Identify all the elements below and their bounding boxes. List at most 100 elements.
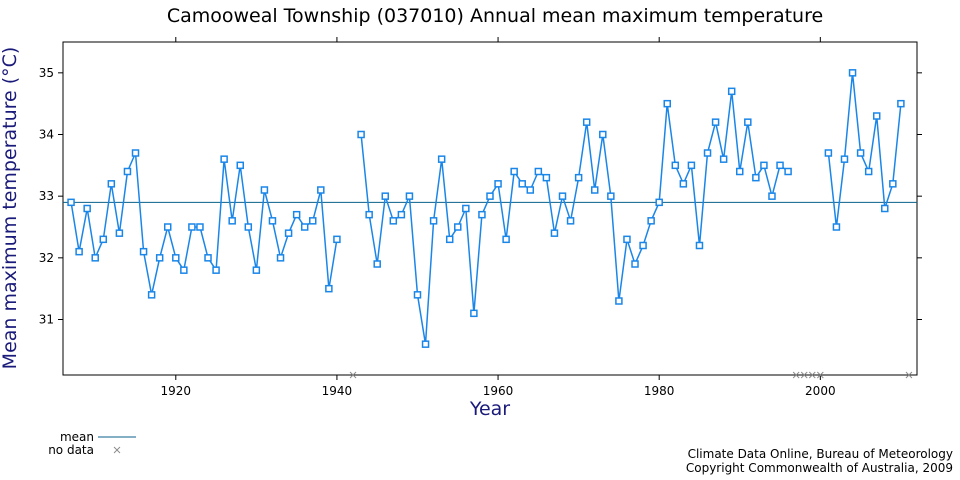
data-point: [454, 223, 462, 231]
data-point: [220, 155, 228, 163]
data-point: [155, 254, 164, 262]
data-point: [268, 217, 277, 225]
data-point: [784, 167, 792, 176]
series-layer: [67, 69, 905, 348]
data-point: [687, 161, 696, 170]
chart-title: Camooweal Township (037010) Annual mean …: [167, 5, 823, 27]
data-point: [897, 99, 905, 108]
data-point: [212, 266, 220, 274]
data-point: [123, 167, 132, 176]
data-point: [639, 241, 647, 250]
y-tick-label: 35: [39, 66, 54, 80]
data-point: [83, 204, 91, 213]
data-point: [542, 173, 551, 182]
data-point: [163, 223, 172, 231]
y-tick-label: 31: [39, 313, 54, 327]
series-line: [70, 152, 338, 295]
data-point: [300, 223, 309, 231]
data-point: [494, 180, 502, 188]
data-point: [188, 223, 196, 231]
y-axis-title: Mean maximum temperature (°C): [0, 47, 21, 370]
data-point: [824, 149, 833, 157]
series-line: [360, 91, 789, 345]
no-data-layer: [349, 371, 913, 379]
no-data-marker: [792, 371, 800, 379]
data-point: [615, 297, 623, 305]
data-point: [671, 161, 680, 170]
data-point: [204, 254, 212, 262]
data-point: [566, 217, 575, 225]
data-point: [631, 260, 639, 268]
data-point: [832, 223, 841, 231]
data-point: [736, 167, 744, 176]
no-data-stroke: [905, 371, 913, 379]
no-data-stroke: [816, 371, 824, 379]
series-line: [827, 72, 902, 228]
data-point: [760, 161, 768, 170]
data-point: [413, 291, 422, 299]
data-point: [405, 192, 414, 200]
data-point: [317, 186, 325, 194]
data-point: [292, 210, 301, 219]
no-data-stroke: [792, 371, 800, 379]
data-point: [99, 235, 108, 244]
x-tick-label: 1980: [644, 384, 675, 398]
data-point: [357, 130, 365, 139]
data-point: [518, 180, 526, 188]
y-tick-label: 34: [39, 128, 54, 142]
no-data-stroke: [349, 371, 357, 379]
data-point: [421, 340, 430, 348]
data-point: [599, 130, 607, 139]
data-point: [244, 223, 253, 231]
source-credit: Climate Data Online, Bureau of Meteorolo…: [688, 447, 953, 461]
data-point: [470, 309, 478, 318]
data-point: [139, 247, 148, 256]
data-point: [131, 149, 140, 157]
data-point: [486, 192, 494, 200]
no-data-marker: [816, 371, 824, 379]
data-point: [445, 235, 454, 244]
x-tick-label: 2000: [805, 384, 836, 398]
data-point: [655, 198, 663, 207]
data-point: [252, 266, 261, 274]
data-point: [107, 180, 116, 188]
data-point: [196, 223, 204, 231]
data-point: [872, 112, 881, 120]
data-point: [881, 204, 889, 213]
data-point: [276, 254, 285, 262]
data-point: [510, 167, 518, 176]
data-point: [172, 254, 180, 262]
data-point: [333, 235, 341, 244]
y-tick-label: 33: [39, 189, 54, 203]
legend-mean-label: mean: [60, 430, 94, 444]
no-data-marker: [349, 371, 357, 379]
data-point: [663, 99, 671, 108]
data-point: [582, 118, 591, 126]
data-point: [695, 241, 704, 250]
no-data-stroke: [808, 371, 816, 379]
no-data-marker: [905, 371, 913, 379]
no-data-marker: [808, 371, 816, 379]
data-point: [558, 192, 567, 200]
data-point: [67, 198, 75, 207]
data-point: [236, 161, 244, 170]
data-point: [526, 186, 535, 194]
no-data-stroke: [800, 371, 808, 379]
x-tick-label: 1920: [161, 384, 192, 398]
data-point: [381, 192, 390, 200]
data-point: [623, 235, 631, 244]
data-point: [889, 180, 897, 188]
data-point: [679, 180, 688, 188]
data-point: [502, 235, 510, 244]
data-point: [373, 260, 381, 268]
data-point: [607, 192, 615, 200]
legend-no-data-label: no data: [48, 443, 94, 457]
data-point: [365, 210, 373, 219]
copyright-notice: Copyright Commonwealth of Australia, 200…: [686, 461, 953, 475]
data-point: [647, 217, 655, 225]
data-point: [703, 149, 712, 157]
data-point: [147, 291, 156, 299]
data-point: [115, 229, 124, 237]
data-point: [550, 229, 559, 237]
